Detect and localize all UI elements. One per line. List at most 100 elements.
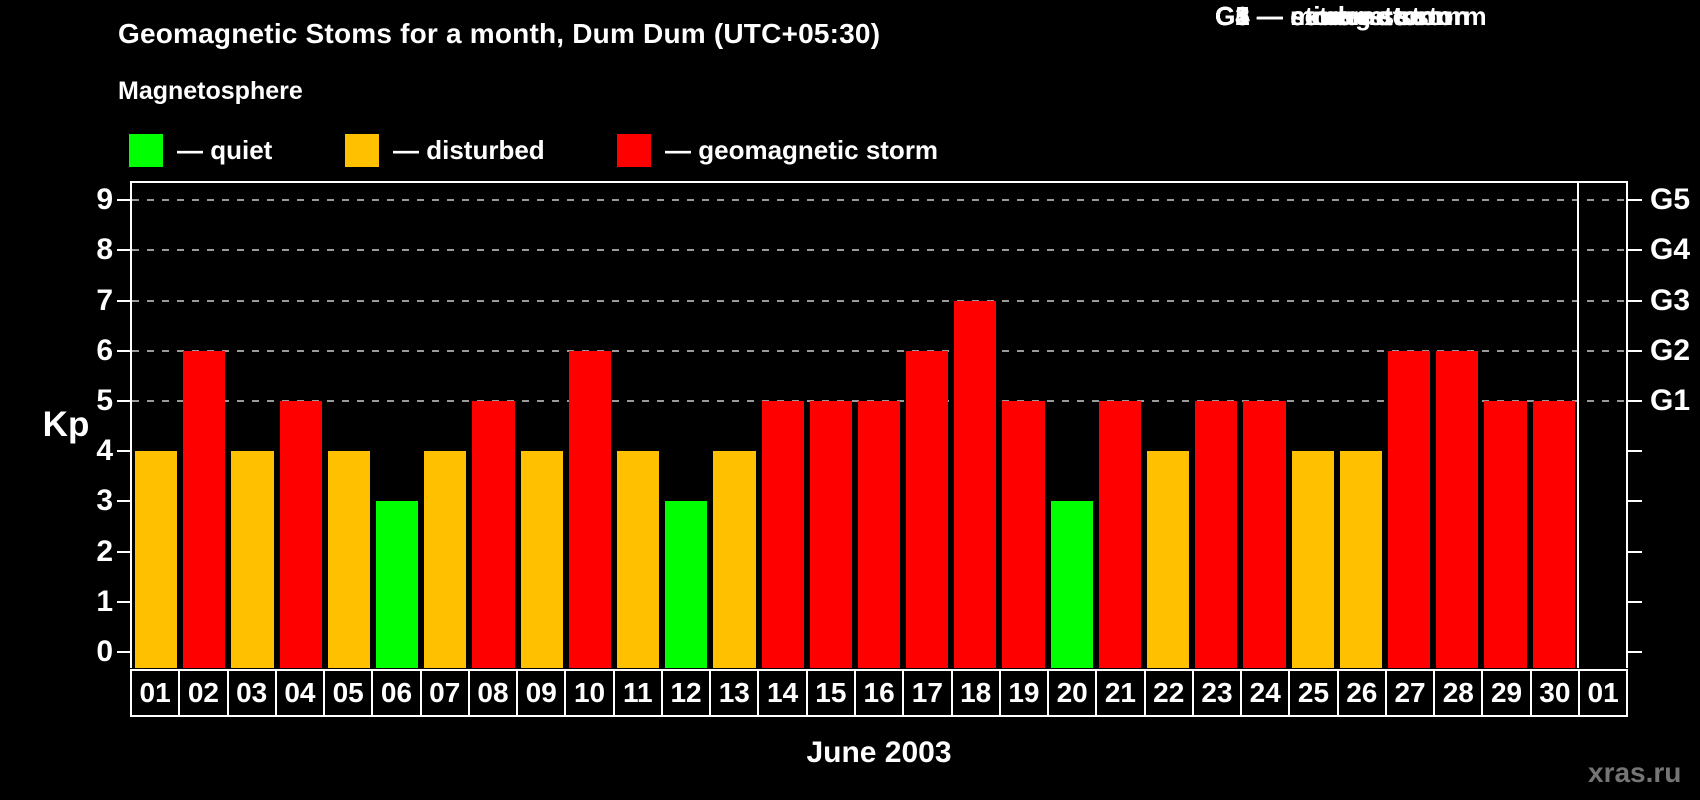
right-tick-kp6 [1628,349,1642,352]
kp-bar-day-23 [1195,401,1238,668]
kp-bar-day-09 [520,451,563,668]
right-tick-kp5 [1628,400,1642,402]
day-label: 22 [1143,669,1194,717]
day-label: 09 [516,669,567,717]
right-tick-kp1 [1628,600,1642,603]
day-label: 30 [1529,669,1580,717]
grid-line-kp7 [132,299,1626,302]
legend-label-storm: — geomagnetic storm [665,135,939,165]
plot-border-right [1626,181,1628,668]
left-tick-kp7 [117,299,131,302]
kp-bar-day-02 [183,350,226,668]
left-tick-label-kp8: 8 [96,233,113,267]
day-label: 20 [1047,669,1098,717]
day-label: 15 [805,669,856,717]
day-label: 27 [1384,669,1436,717]
x-axis-title: June 2003 [806,736,952,769]
right-tick-kp7 [1628,299,1642,302]
kp-bar-day-22 [1147,451,1190,668]
grid-line-kp8 [132,249,1626,252]
day-label: 16 [853,669,905,717]
left-tick-kp2 [117,550,131,553]
g-scale-legend-g1: G1 — minor storm [1215,1,1442,31]
kp-bar-day-20 [1050,501,1093,668]
left-tick-kp0 [117,651,131,653]
g-scale-legend-g2: G2 — moderate storm [1215,1,1487,31]
kp-bar-day-15 [809,401,852,668]
plot-area [132,183,1626,668]
grid-line-kp6 [132,349,1626,352]
legend-label-quiet: — quiet [177,135,273,165]
right-axis-label-g1: G1 [1650,384,1691,417]
disturbed-color-swatch [345,134,379,167]
kp-bar-day-07 [424,451,467,668]
chart-title: Geomagnetic Stoms for a month, Dum Dum (… [118,18,881,49]
kp-bar-day-14 [761,401,804,668]
legend-label-disturbed: — disturbed [393,135,545,165]
left-tick-label-kp9: 9 [96,183,113,217]
day-label: 07 [419,669,470,717]
kp-bar-day-16 [857,401,901,668]
day-label: 24 [1240,669,1291,717]
left-tick-kp1 [117,600,131,603]
day-label: 13 [709,669,760,717]
left-tick-label-kp5: 5 [96,384,113,417]
left-tick-kp8 [117,249,131,252]
kp-bar-day-10 [568,350,611,668]
day-label: 06 [371,669,422,717]
kp-bar-day-03 [231,451,274,668]
right-axis-label-g4: G4 [1650,233,1691,267]
left-tick-kp4 [117,450,131,453]
day-label: 19 [998,669,1050,717]
kp-bar-day-26 [1339,451,1383,668]
left-tick-label-kp3: 3 [96,484,113,518]
kp-bar-day-11 [616,451,660,668]
day-label: 26 [1336,669,1387,717]
day-label: 04 [274,669,326,717]
left-tick-label-kp7: 7 [96,283,113,317]
right-tick-kp4 [1628,450,1642,453]
kp-bar-day-13 [713,451,756,668]
day-label: 14 [757,669,808,717]
right-tick-kp9 [1628,199,1642,202]
left-tick-kp9 [117,199,131,202]
day-label: 08 [467,669,519,717]
kp-bar-day-29 [1484,401,1527,668]
kp-bar-day-18 [954,300,997,668]
g-scale-legend-g5: G5 — extreme storm [1215,1,1470,31]
right-tick-kp3 [1628,500,1642,503]
plot-border-left [130,181,132,668]
right-axis-label-g3: G3 [1650,283,1691,317]
left-tick-label-kp1: 1 [96,584,113,618]
day-label: 29 [1481,669,1532,717]
chart-subtitle: Magnetosphere [118,77,303,105]
left-tick-kp3 [117,500,131,503]
kp-bar-day-17 [906,350,949,668]
left-tick-label-kp4: 4 [96,434,113,468]
kp-bar-day-05 [327,451,370,668]
kp-bar-day-25 [1291,451,1334,668]
day-label: 21 [1095,669,1146,717]
day-label: 01 [130,669,181,717]
plot-border-top [130,181,1628,183]
right-axis-label-g5: G5 [1650,183,1691,217]
x-axis-day-labels: 01 02 03 04 05 06 07 08 09 10 11 12 13 14 15 16 17 18 19 20… [130,669,1629,717]
grid-line-kp9 [132,199,1626,202]
right-tick-kp2 [1628,550,1642,553]
kp-bar-day-24 [1243,401,1286,668]
day-label: 03 [226,669,277,717]
kp-bar-day-21 [1098,401,1142,668]
kp-bar-day-19 [1002,401,1045,668]
day-label: 23 [1191,669,1243,717]
kp-bar-day-12 [665,501,708,668]
y-axis-title: Kp [42,405,90,444]
g-scale-legend-g4: G4 — severe storm [1215,1,1453,31]
kp-bar-day-01 [135,451,178,668]
g-scale-legend-g3: G3 — strong storm [1215,1,1451,31]
right-tick-kp8 [1628,249,1642,252]
legend-item-storm: — geomagnetic storm [617,134,938,167]
kp-bar-day-06 [375,501,419,668]
left-tick-kp5 [117,400,131,402]
day-label: 02 [178,669,229,717]
